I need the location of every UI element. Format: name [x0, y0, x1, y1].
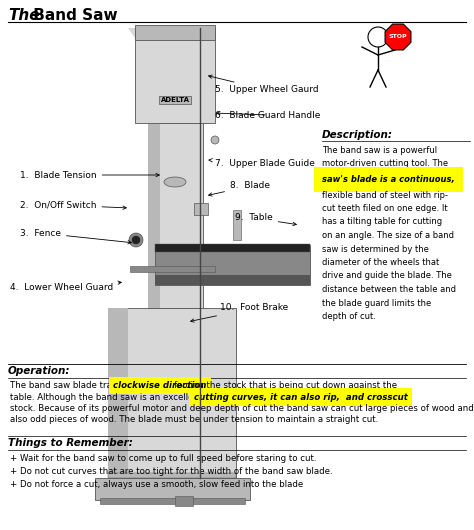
Text: flexible band of steel with rip-: flexible band of steel with rip-	[322, 190, 448, 199]
Text: STOP: STOP	[389, 34, 407, 40]
Text: drive and guide the blade. The: drive and guide the blade. The	[322, 271, 452, 280]
Text: forcing the stock that is being cut down against the: forcing the stock that is being cut down…	[174, 381, 398, 390]
Text: motor-driven cutting tool. The: motor-driven cutting tool. The	[322, 160, 448, 169]
Text: Operation:: Operation:	[8, 366, 71, 376]
Text: 3.  Fence: 3. Fence	[20, 228, 131, 244]
Text: 8.  Blade: 8. Blade	[209, 181, 270, 196]
Text: distance between the table and: distance between the table and	[322, 285, 456, 294]
Text: 4.  Lower Wheel Guard: 4. Lower Wheel Guard	[10, 281, 121, 293]
Text: 6.  Blade Guard Handle: 6. Blade Guard Handle	[215, 110, 320, 119]
Text: + Do not force a cut, always use a smooth, slow feed into the blade: + Do not force a cut, always use a smoot…	[10, 480, 303, 489]
FancyBboxPatch shape	[148, 123, 160, 308]
FancyBboxPatch shape	[155, 275, 310, 285]
Text: saw's blade is a continuous,: saw's blade is a continuous,	[322, 175, 455, 184]
Polygon shape	[385, 24, 411, 50]
Text: 1.  Blade Tension: 1. Blade Tension	[20, 171, 159, 180]
Text: also odd pieces of wood. The blade must be under tension to maintain a straight : also odd pieces of wood. The blade must …	[10, 416, 378, 425]
FancyBboxPatch shape	[148, 123, 203, 308]
FancyBboxPatch shape	[108, 308, 128, 478]
Text: 2.  On/Off Switch: 2. On/Off Switch	[20, 200, 126, 209]
Text: has a tilting table for cutting: has a tilting table for cutting	[322, 217, 442, 226]
Text: stock. Because of its powerful motor and deep depth of cut the band saw can cut : stock. Because of its powerful motor and…	[10, 404, 474, 413]
FancyBboxPatch shape	[194, 203, 208, 215]
Text: 10.  Foot Brake: 10. Foot Brake	[191, 304, 288, 322]
Text: diameter of the wheels that: diameter of the wheels that	[322, 258, 439, 267]
Text: cutting curves, it can also rip,  and crosscut: cutting curves, it can also rip, and cro…	[194, 393, 408, 402]
Text: Description:: Description:	[322, 130, 393, 140]
Text: depth of cut.: depth of cut.	[322, 312, 376, 321]
Text: table. Although the band saw is an excellent machine for: table. Although the band saw is an excel…	[10, 393, 260, 402]
FancyBboxPatch shape	[233, 210, 241, 240]
Text: 5.  Upper Wheel Gaurd: 5. Upper Wheel Gaurd	[209, 75, 319, 94]
Text: The band saw blade travels in a: The band saw blade travels in a	[10, 381, 151, 390]
Text: clockwise direction: clockwise direction	[113, 381, 207, 390]
FancyBboxPatch shape	[100, 498, 245, 504]
Text: The: The	[8, 8, 40, 23]
FancyBboxPatch shape	[108, 308, 236, 478]
Text: 7.  Upper Blade Guide: 7. Upper Blade Guide	[209, 158, 315, 167]
Polygon shape	[128, 28, 135, 38]
Ellipse shape	[129, 233, 143, 247]
FancyBboxPatch shape	[135, 28, 215, 123]
Ellipse shape	[211, 136, 219, 144]
FancyBboxPatch shape	[135, 25, 215, 40]
FancyBboxPatch shape	[155, 244, 310, 252]
FancyBboxPatch shape	[175, 496, 193, 506]
Text: on an angle. The size of a band: on an angle. The size of a band	[322, 231, 454, 240]
Text: 9.  Table: 9. Table	[235, 214, 296, 226]
Text: the blade guard limits the: the blade guard limits the	[322, 298, 431, 307]
Ellipse shape	[132, 236, 140, 244]
Text: Things to Remember:: Things to Remember:	[8, 438, 133, 448]
Text: Band Saw: Band Saw	[28, 8, 118, 23]
Text: ADELTA: ADELTA	[161, 97, 190, 103]
Circle shape	[368, 27, 388, 47]
FancyBboxPatch shape	[108, 473, 236, 478]
Text: + Do not cut curves that are too tight for the width of the band saw blade.: + Do not cut curves that are too tight f…	[10, 467, 333, 476]
Text: The band saw is a powerful: The band saw is a powerful	[322, 146, 437, 155]
FancyBboxPatch shape	[155, 245, 310, 285]
Text: saw is determined by the: saw is determined by the	[322, 244, 429, 253]
Ellipse shape	[164, 177, 186, 187]
FancyBboxPatch shape	[130, 266, 215, 272]
Text: cut teeth filed on one edge. It: cut teeth filed on one edge. It	[322, 204, 447, 213]
Text: + Wait for the band saw to come up to full speed before staring to cut.: + Wait for the band saw to come up to fu…	[10, 454, 317, 463]
FancyBboxPatch shape	[95, 478, 250, 500]
